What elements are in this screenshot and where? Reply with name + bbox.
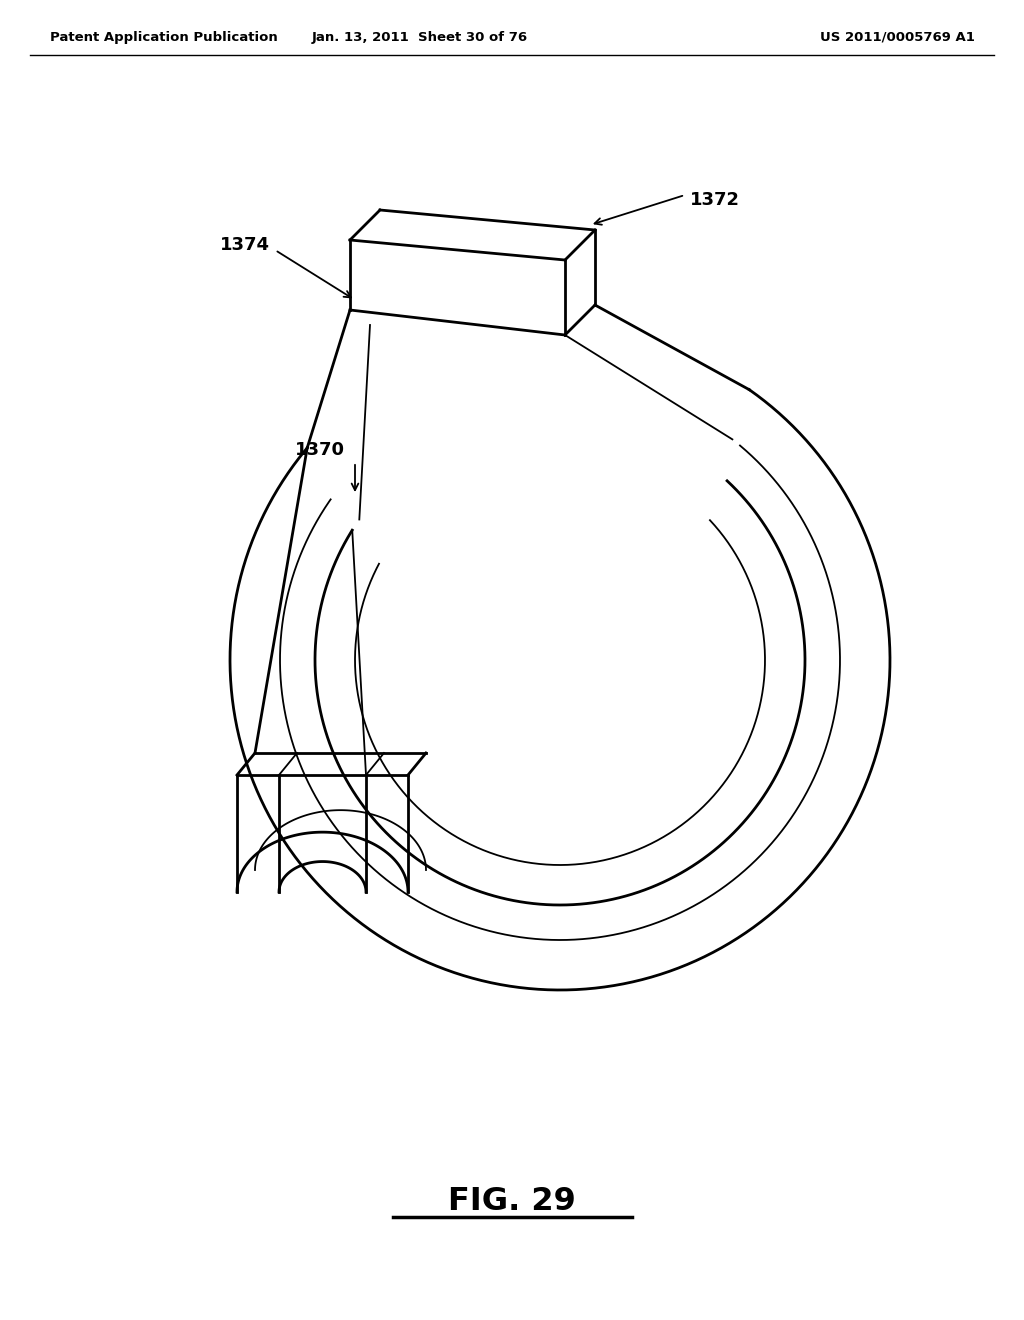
- Text: Jan. 13, 2011  Sheet 30 of 76: Jan. 13, 2011 Sheet 30 of 76: [312, 30, 528, 44]
- Text: 1374: 1374: [220, 236, 270, 253]
- Text: Patent Application Publication: Patent Application Publication: [50, 30, 278, 44]
- Text: FIG. 29: FIG. 29: [449, 1187, 575, 1217]
- Text: US 2011/0005769 A1: US 2011/0005769 A1: [820, 30, 975, 44]
- Text: 1372: 1372: [690, 191, 740, 209]
- Text: 1370: 1370: [295, 441, 345, 459]
